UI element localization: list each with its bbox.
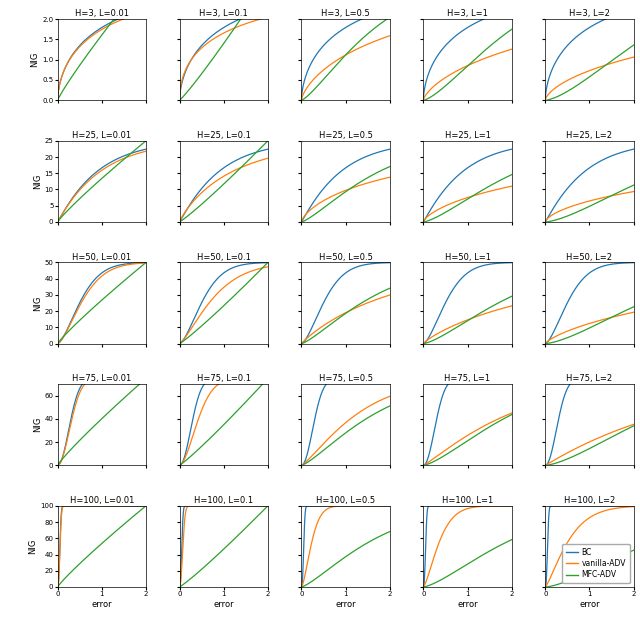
- Title: H=50, L=0.5: H=50, L=0.5: [319, 253, 372, 262]
- Title: H=100, L=0.01: H=100, L=0.01: [70, 496, 134, 505]
- Title: H=3, L=0.5: H=3, L=0.5: [321, 10, 370, 19]
- Title: H=100, L=2: H=100, L=2: [564, 496, 615, 505]
- Title: H=100, L=1: H=100, L=1: [442, 496, 493, 505]
- Title: H=3, L=0.1: H=3, L=0.1: [199, 10, 248, 19]
- X-axis label: error: error: [92, 600, 112, 609]
- Title: H=3, L=0.01: H=3, L=0.01: [75, 10, 129, 19]
- Title: H=25, L=1: H=25, L=1: [445, 131, 490, 140]
- Title: H=100, L=0.5: H=100, L=0.5: [316, 496, 375, 505]
- Legend: BC, vanilla-ADV, MFC-ADV: BC, vanilla-ADV, MFC-ADV: [563, 544, 630, 583]
- Title: H=75, L=0.5: H=75, L=0.5: [319, 375, 372, 383]
- Title: H=3, L=2: H=3, L=2: [569, 10, 610, 19]
- Y-axis label: NIG: NIG: [28, 538, 37, 554]
- Title: H=25, L=2: H=25, L=2: [566, 131, 612, 140]
- X-axis label: error: error: [579, 600, 600, 609]
- Title: H=25, L=0.5: H=25, L=0.5: [319, 131, 372, 140]
- Title: H=75, L=0.01: H=75, L=0.01: [72, 375, 131, 383]
- Title: H=50, L=1: H=50, L=1: [445, 253, 490, 262]
- Title: H=75, L=0.1: H=75, L=0.1: [196, 375, 251, 383]
- X-axis label: error: error: [457, 600, 478, 609]
- Title: H=25, L=0.1: H=25, L=0.1: [196, 131, 251, 140]
- Title: H=50, L=0.1: H=50, L=0.1: [196, 253, 251, 262]
- Y-axis label: NIG: NIG: [31, 52, 40, 68]
- Y-axis label: NIG: NIG: [33, 295, 42, 311]
- Title: H=100, L=0.1: H=100, L=0.1: [194, 496, 253, 505]
- Title: H=50, L=0.01: H=50, L=0.01: [72, 253, 131, 262]
- X-axis label: error: error: [213, 600, 234, 609]
- Title: H=75, L=1: H=75, L=1: [444, 375, 491, 383]
- X-axis label: error: error: [335, 600, 356, 609]
- Title: H=3, L=1: H=3, L=1: [447, 10, 488, 19]
- Title: H=50, L=2: H=50, L=2: [566, 253, 612, 262]
- Title: H=25, L=0.01: H=25, L=0.01: [72, 131, 131, 140]
- Y-axis label: NIG: NIG: [33, 174, 42, 189]
- Y-axis label: NIG: NIG: [33, 417, 42, 433]
- Title: H=75, L=2: H=75, L=2: [566, 375, 612, 383]
